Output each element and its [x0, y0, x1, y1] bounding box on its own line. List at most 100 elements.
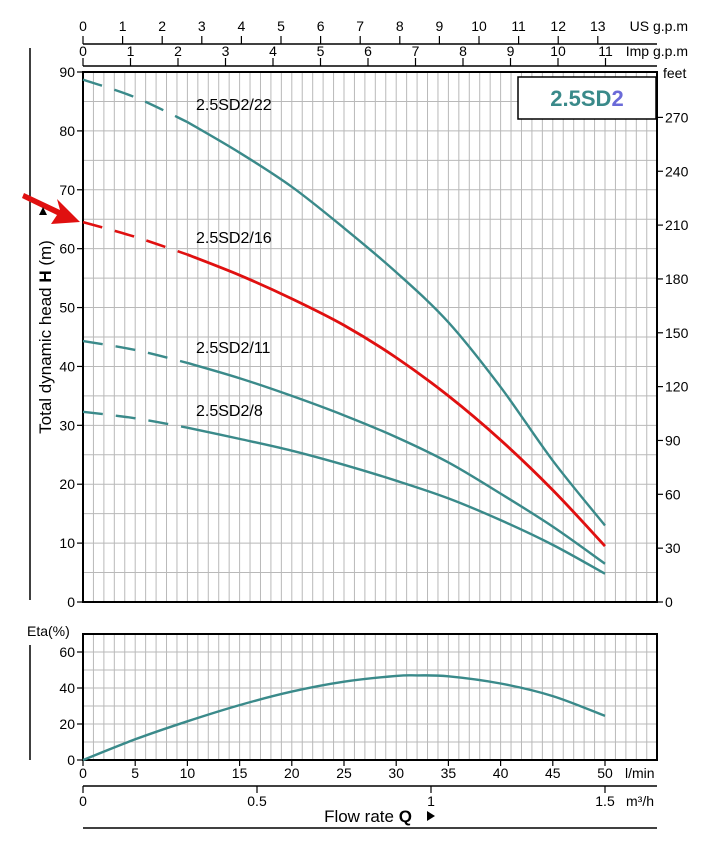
feet-tick-label: 30	[665, 540, 681, 556]
eta-y-tick-label: 0	[67, 752, 75, 768]
head-y-tick-label: 10	[59, 535, 75, 551]
us-gpm-tick-label: 7	[356, 18, 364, 34]
flow-rate-axis-title: Flow rate Q	[324, 807, 412, 826]
series-line-dashed-2-5sd2-8	[82, 410, 188, 429]
us-gpm-tick-label: 2	[158, 18, 166, 34]
head-y-axis-unit: (m)	[36, 240, 55, 270]
us-gpm-tick-label: 5	[277, 18, 285, 34]
imp-gpm-tick-label: 9	[507, 43, 515, 59]
head-y-tick-label: 70	[59, 182, 75, 198]
head-y-tick-label: 20	[59, 476, 75, 492]
head-y-tick-label: 0	[67, 594, 75, 610]
eta-y-tick-label: 20	[59, 716, 75, 732]
series-line-dashed-2-5sd2-11	[82, 339, 188, 365]
eta-series-line	[82, 674, 606, 762]
lmin-tick-label: 10	[180, 765, 196, 781]
feet-tick-label: 270	[665, 109, 689, 125]
imp-gpm-tick-label: 1	[127, 43, 135, 59]
lmin-tick-label: 20	[284, 765, 300, 781]
series-label-2-5sd2-16: 2.5SD2/16	[196, 230, 272, 247]
model-title: 2.5SD2	[550, 86, 623, 111]
m3h-tick-label: 1	[427, 793, 435, 809]
m3h-tick-label: 0	[79, 793, 87, 809]
imp-gpm-tick-label: 8	[459, 43, 467, 59]
lmin-tick-label: 30	[388, 765, 404, 781]
series-line-dashed-2-5sd2-16	[82, 220, 188, 256]
series-line-2-5sd2-22	[186, 121, 606, 527]
imp-gpm-axis-label: Imp g.p.m	[626, 43, 688, 59]
feet-axis-label: feet	[663, 65, 686, 81]
us-gpm-tick-label: 11	[511, 18, 526, 34]
imp-gpm-tick-label: 10	[550, 43, 566, 59]
imp-gpm-tick-label: 3	[222, 43, 230, 59]
head-y-axis-arrow-icon	[39, 207, 47, 215]
us-gpm-tick-label: 3	[198, 18, 206, 34]
feet-tick-label: 240	[665, 163, 689, 179]
series-line-2-5sd2-11	[187, 361, 606, 565]
eta-plot-frame	[82, 633, 658, 761]
axes-layer	[29, 36, 663, 829]
feet-tick-label: 0	[665, 594, 673, 610]
m3h-tick-label: 1.5	[595, 793, 615, 809]
feet-tick-label: 60	[665, 486, 681, 502]
imp-gpm-tick-label: 4	[269, 43, 277, 59]
head-plot-frame	[82, 71, 658, 603]
head-y-axis-title-text: Total dynamic head	[36, 283, 55, 434]
head-y-axis-symbol: H	[36, 270, 55, 282]
eta-axis-title: Eta(%)	[27, 623, 70, 639]
lmin-tick-label: 15	[232, 765, 248, 781]
series-line-dashed-2-5sd2-22	[82, 78, 188, 124]
lmin-tick-label: 50	[597, 765, 613, 781]
head-y-tick-label: 90	[59, 64, 75, 80]
feet-tick-label: 90	[665, 432, 681, 448]
us-gpm-tick-label: 1	[119, 18, 127, 34]
us-gpm-tick-label: 9	[436, 18, 444, 34]
flow-rate-arrow-icon	[427, 811, 435, 821]
head-y-tick-label: 40	[59, 358, 75, 374]
us-gpm-tick-label: 6	[317, 18, 325, 34]
imp-gpm-tick-label: 7	[412, 43, 420, 59]
imp-gpm-tick-label: 11	[598, 43, 613, 59]
lmin-tick-label: 25	[336, 765, 352, 781]
feet-tick-label: 210	[665, 217, 689, 233]
head-y-tick-label: 60	[59, 241, 75, 257]
red-pointer-arrow-icon	[22, 193, 80, 224]
series-label-2-5sd2-11: 2.5SD2/11	[196, 340, 271, 357]
us-gpm-tick-label: 0	[79, 18, 87, 34]
series-line-2-5sd2-16	[186, 253, 607, 548]
lmin-tick-label: 40	[493, 765, 509, 781]
us-gpm-tick-label: 8	[396, 18, 404, 34]
m3h-tick-label: 0.5	[247, 793, 267, 809]
labels-layer: 0102030405060708090030609012015018021024…	[27, 18, 689, 826]
series-layer	[22, 78, 607, 762]
model-title-box	[517, 76, 657, 120]
imp-gpm-tick-label: 6	[364, 43, 372, 59]
series-label-2-5sd2-22: 2.5SD2/22	[196, 97, 272, 114]
m3h-unit-label: m³/h	[626, 793, 654, 809]
head-y-axis-title: Total dynamic head H (m)	[36, 240, 55, 434]
model-title-part: 2	[611, 86, 623, 111]
lmin-tick-label: 0	[79, 765, 87, 781]
flow-rate-title-text: Flow rate	[324, 807, 399, 826]
us-gpm-tick-label: 13	[590, 18, 606, 34]
head-y-tick-label: 80	[59, 123, 75, 139]
flow-rate-title-symbol: Q	[399, 807, 412, 826]
imp-gpm-tick-label: 0	[79, 43, 87, 59]
us-gpm-axis-label: US g.p.m	[630, 18, 688, 34]
head-y-tick-label: 50	[59, 300, 75, 316]
model-title-part: 2.5SD	[550, 86, 611, 111]
imp-gpm-tick-label: 2	[174, 43, 182, 59]
lmin-tick-label: 5	[131, 765, 139, 781]
feet-tick-label: 120	[665, 379, 689, 395]
eta-y-tick-label: 40	[59, 680, 75, 696]
us-gpm-tick-label: 4	[238, 18, 246, 34]
us-gpm-tick-label: 12	[550, 18, 566, 34]
head-y-tick-label: 30	[59, 417, 75, 433]
feet-tick-label: 150	[665, 325, 689, 341]
lmin-tick-label: 45	[545, 765, 561, 781]
imp-gpm-tick-label: 5	[317, 43, 325, 59]
grid-layer	[82, 71, 657, 761]
eta-y-tick-label: 60	[59, 644, 75, 660]
lmin-unit-label: l/min	[625, 765, 655, 781]
